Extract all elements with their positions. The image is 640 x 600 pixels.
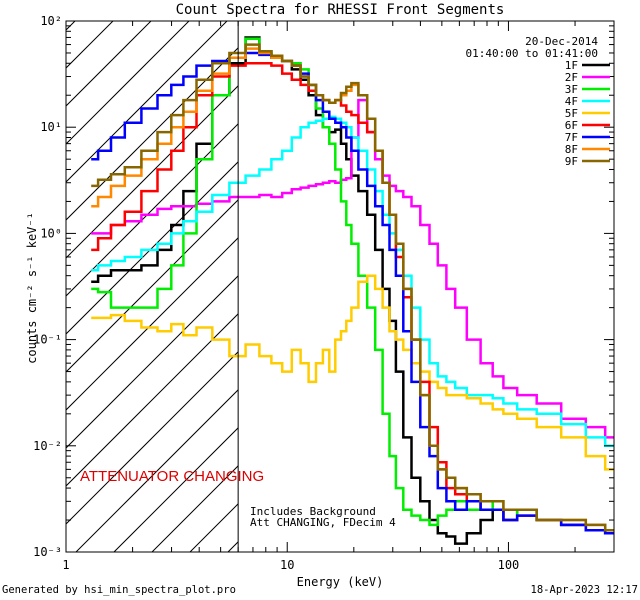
hatch-line <box>66 313 239 487</box>
legend-label-1F: 1F <box>565 59 578 72</box>
hatch-line <box>66 21 152 107</box>
legend-label-6F: 6F <box>565 119 578 132</box>
x-axis-label: Energy (keV) <box>297 575 384 589</box>
series-7F <box>91 51 614 535</box>
plot-frame <box>65 20 615 553</box>
legend-label-4F: 4F <box>565 95 578 108</box>
hatch-line <box>66 351 239 525</box>
x-tick-label: 10 <box>280 558 294 572</box>
y-axis-label: counts cm⁻² s⁻¹ keV⁻¹ <box>25 212 39 364</box>
chart-title: Count Spectra for RHESSI Front Segments <box>176 2 505 18</box>
hatch-line <box>66 123 239 297</box>
legend-label-5F: 5F <box>565 107 578 120</box>
hatch-line <box>66 161 239 335</box>
date-label: 20-Dec-2014 <box>525 35 598 48</box>
hatch-line <box>113 427 239 552</box>
timestamp: 18-Apr-2023 12:17 <box>531 584 638 596</box>
hatch-line <box>66 85 239 259</box>
x-tick-label: 1 <box>62 558 69 572</box>
legend-label-3F: 3F <box>565 83 578 96</box>
series-9F <box>91 43 614 532</box>
legend-label-9F: 9F <box>565 155 578 168</box>
legend-label-2F: 2F <box>565 71 578 84</box>
y-tick-label: 10² <box>40 14 62 28</box>
y-tick-label: 10¹ <box>40 120 62 134</box>
y-tick-label: 10⁻¹ <box>33 333 62 347</box>
x-tick-label: 100 <box>498 558 520 572</box>
hatch-line <box>75 389 239 552</box>
generated-by: Generated by hsi_min_spectra_plot.pro <box>2 584 236 596</box>
legend-label-7F: 7F <box>565 131 578 144</box>
y-tick-label: 10⁰ <box>40 226 62 240</box>
y-tick-label: 10⁻² <box>33 439 62 453</box>
hatch-line <box>66 21 190 145</box>
attenuator-note: Att CHANGING, FDecim 4 <box>250 516 396 529</box>
hatch-line <box>66 21 228 183</box>
y-tick-label: 10⁻³ <box>33 545 62 559</box>
background-note: Includes Background <box>250 505 376 518</box>
hatch-line <box>66 21 114 69</box>
legend-label-8F: 8F <box>565 143 578 156</box>
time-range-label: 01:40:00 to 01:41:00 <box>466 47 598 60</box>
attenuator-label: ATTENUATOR CHANGING <box>80 468 264 485</box>
hatch-line <box>66 237 239 411</box>
series-5F <box>91 274 614 471</box>
hatch-line <box>66 199 239 373</box>
